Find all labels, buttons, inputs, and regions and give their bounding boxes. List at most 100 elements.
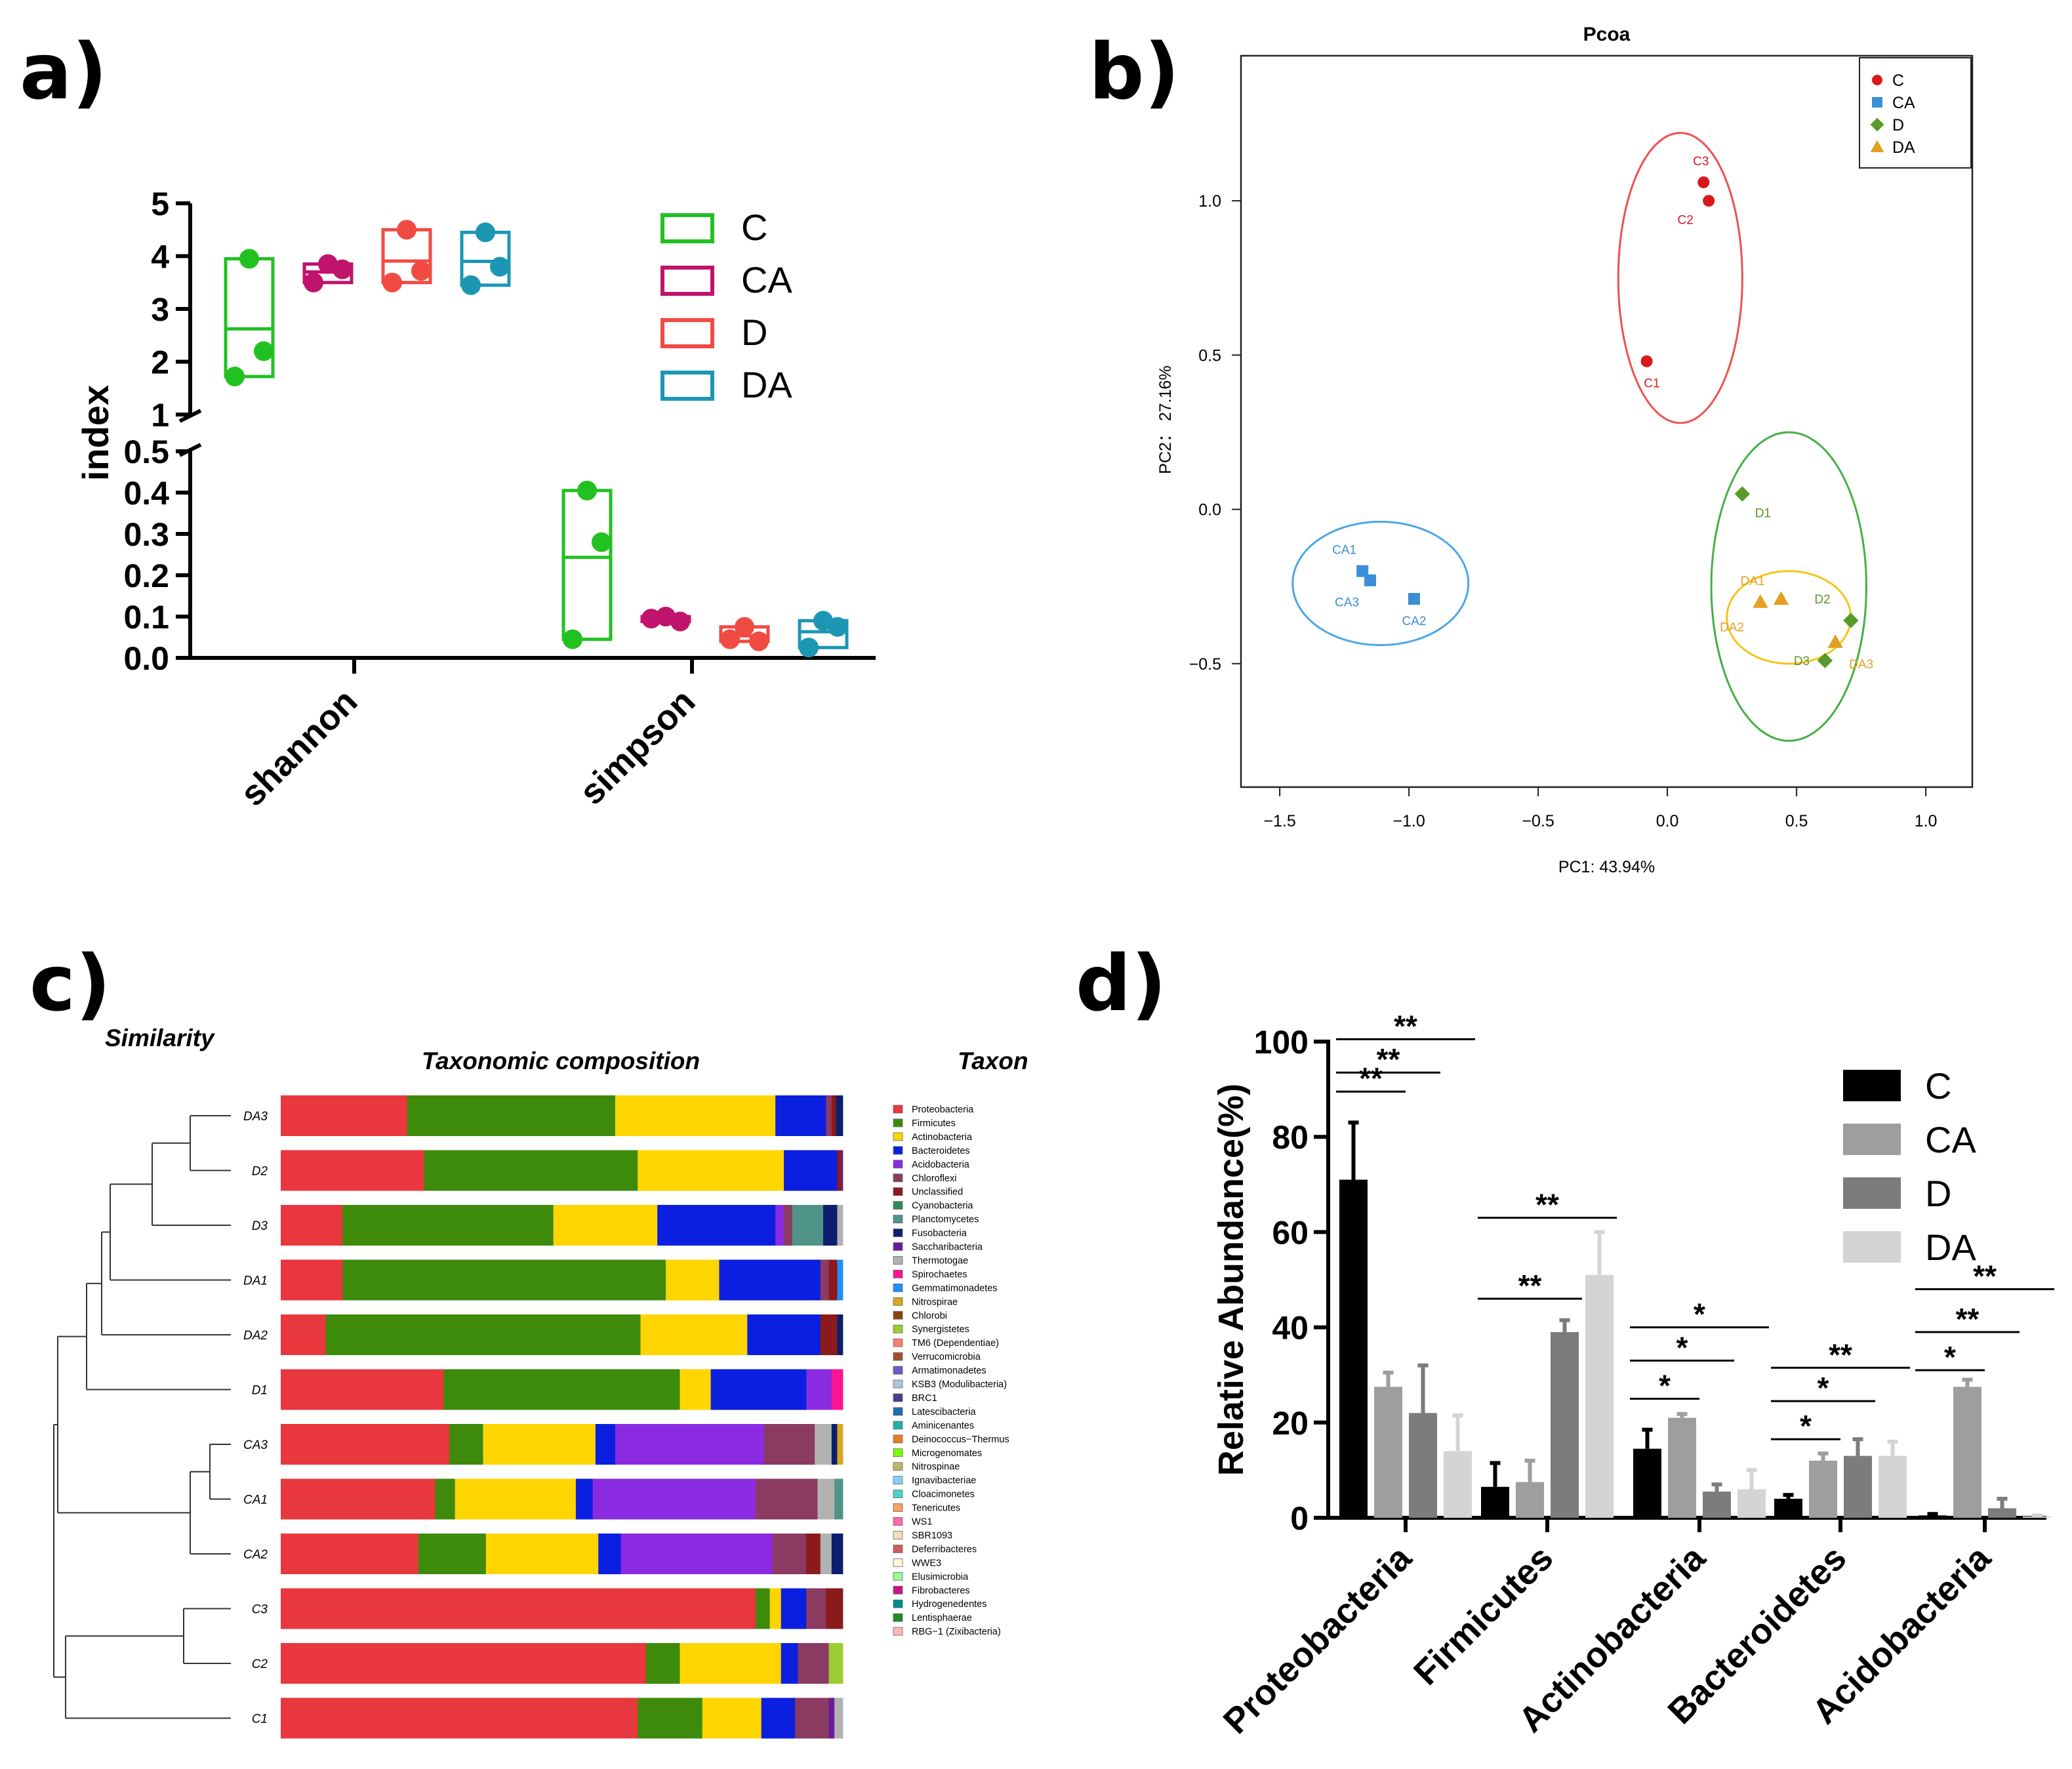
sample-label: C2 xyxy=(252,1657,268,1671)
composition-segment xyxy=(449,1424,483,1465)
panel-letter-c: c) xyxy=(30,938,111,1028)
sample-point xyxy=(1817,653,1833,668)
composition-segment xyxy=(418,1534,487,1574)
abundance-bar xyxy=(1668,1417,1696,1518)
lower-y-tick-label: 0.2 xyxy=(123,558,169,594)
y-tick-label: 0.5 xyxy=(1198,346,1221,365)
composition-segment xyxy=(281,1588,756,1629)
composition-segment xyxy=(553,1205,658,1246)
x-category-label: Firmicutes xyxy=(1406,1538,1561,1693)
legend-label: DA xyxy=(741,364,792,405)
taxon-legend-label: WWE3 xyxy=(912,1558,941,1568)
taxon-legend-label: Hydrogenedentes xyxy=(912,1599,986,1610)
composition-segment xyxy=(281,1424,450,1465)
taxon-legend-label: Spirochaetes xyxy=(912,1269,967,1280)
x-tick-label: 0.5 xyxy=(1785,812,1808,830)
composition-title: Taxonomic composition xyxy=(422,1047,700,1074)
sample-label: D1 xyxy=(252,1384,268,1398)
sample-label: DA1 xyxy=(243,1274,268,1288)
taxon-legend-swatch xyxy=(893,1229,903,1237)
legend-swatch xyxy=(1843,1177,1901,1209)
taxon-legend-label: BRC1 xyxy=(912,1393,937,1404)
data-point xyxy=(476,222,495,243)
x-tick-label: 0.0 xyxy=(1656,812,1679,830)
sample-label: CA2 xyxy=(1402,615,1426,628)
composition-segment xyxy=(820,1259,829,1301)
data-point xyxy=(720,629,740,649)
sample-point xyxy=(1753,594,1768,608)
taxon-legend-swatch xyxy=(893,1160,903,1169)
composition-segment xyxy=(281,1478,436,1520)
sample-label: CA1 xyxy=(1332,544,1356,558)
taxon-legend-swatch xyxy=(893,1366,903,1375)
sample-point xyxy=(1408,593,1420,605)
composition-segment xyxy=(781,1588,807,1629)
x-tick-label: −0.5 xyxy=(1522,812,1554,830)
taxon-legend-label: Elusimicrobia xyxy=(912,1572,969,1582)
abundance-bar xyxy=(1879,1455,1907,1518)
taxon-legend-label: Chloroflexi xyxy=(912,1173,957,1184)
legend-label: C xyxy=(741,207,767,248)
upper-y-tick-label: 2 xyxy=(151,344,169,381)
taxon-legend-swatch xyxy=(893,1132,903,1141)
abundance-bar xyxy=(1844,1455,1872,1518)
composition-segment xyxy=(657,1205,776,1246)
composition-segment xyxy=(485,1534,599,1574)
taxon-legend-swatch xyxy=(893,1434,903,1444)
taxon-legend-label: SBR1093 xyxy=(912,1530,952,1541)
taxon-legend-swatch xyxy=(893,1338,903,1347)
composition-segment xyxy=(823,1205,838,1246)
taxon-legend-swatch xyxy=(893,1572,903,1581)
taxon-legend-swatch xyxy=(893,1324,903,1333)
composition-segment xyxy=(831,1369,843,1410)
significance-label: * xyxy=(1800,1409,1812,1443)
composition-segment xyxy=(784,1205,793,1246)
legend-swatch xyxy=(1843,1231,1901,1263)
taxon-legend-label: Tenericutes xyxy=(912,1503,960,1514)
taxon-legend-swatch xyxy=(893,1146,903,1155)
sample-point xyxy=(1697,176,1710,188)
composition-segment xyxy=(702,1698,762,1739)
data-point xyxy=(641,609,661,629)
composition-segment xyxy=(342,1259,666,1301)
composition-segment xyxy=(281,1314,326,1355)
taxon-legend-label: Thermotogae xyxy=(912,1255,968,1266)
taxon-legend-title: Taxon xyxy=(958,1047,1028,1074)
data-point xyxy=(670,611,690,632)
composition-segment xyxy=(747,1314,821,1355)
composition-segment xyxy=(281,1643,647,1684)
composition-segment xyxy=(781,1643,798,1684)
significance-label: * xyxy=(1818,1371,1829,1405)
y-tick-label: 40 xyxy=(1272,1310,1309,1347)
x-category-label: simpson xyxy=(572,681,702,812)
y-axis-label: PC2： 27.16% xyxy=(1156,365,1175,474)
composition-segment xyxy=(407,1095,616,1136)
sample-label: D2 xyxy=(1814,593,1830,607)
taxon-legend-label: Cyanobacteria xyxy=(912,1201,973,1211)
composition-segment xyxy=(806,1588,826,1629)
significance-label: * xyxy=(1944,1340,1956,1374)
taxon-legend-label: Lentisphaerae xyxy=(912,1613,972,1623)
taxon-legend-swatch xyxy=(893,1448,903,1457)
composition-segment xyxy=(483,1424,596,1465)
composition-segment xyxy=(615,1424,765,1465)
abundance-bar xyxy=(1481,1486,1509,1518)
x-axis-label: PC1: 43.94% xyxy=(1558,858,1655,876)
taxon-legend-label: Gemmatimonadetes xyxy=(912,1283,998,1293)
sample-label: DA3 xyxy=(243,1110,268,1124)
upper-y-tick-label: 4 xyxy=(151,239,169,275)
taxon-legend-label: Fusobacteria xyxy=(912,1229,967,1239)
panel-b-pcoa: Pcoa −1.5 −1.0 −0.5 0.0 0.5 1.0 −0.5 0.0 0.5 1.0 PC… xyxy=(1156,24,1974,876)
significance-label: ** xyxy=(1956,1302,1980,1336)
data-point xyxy=(382,272,402,293)
legend-swatch xyxy=(660,213,714,243)
composition-segment xyxy=(638,1150,784,1191)
y-tick-label: 1.0 xyxy=(1198,192,1221,211)
sample-label: DA2 xyxy=(243,1329,268,1343)
composition-segment xyxy=(806,1534,821,1574)
upper-y-tick-label: 5 xyxy=(151,186,169,222)
data-point xyxy=(304,272,323,293)
composition-segment xyxy=(640,1314,748,1355)
composition-segment xyxy=(646,1643,680,1684)
